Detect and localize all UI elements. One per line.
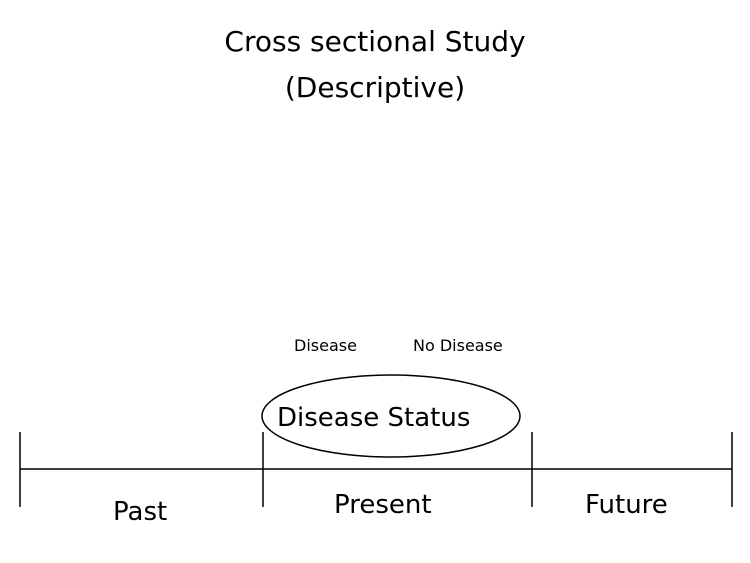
timeline-label-past: Past (113, 497, 168, 527)
timeline-label-present: Present (334, 490, 432, 520)
disease-label: Disease (294, 336, 357, 355)
title-line-2: (Descriptive) (284, 71, 466, 104)
timeline-label-future: Future (585, 490, 668, 520)
disease-status-label: Disease Status (277, 403, 471, 433)
title-line-1: Cross sectional Study (224, 25, 526, 58)
disease-status-ellipse (261, 374, 521, 458)
no-disease-label: No Disease (413, 336, 503, 355)
